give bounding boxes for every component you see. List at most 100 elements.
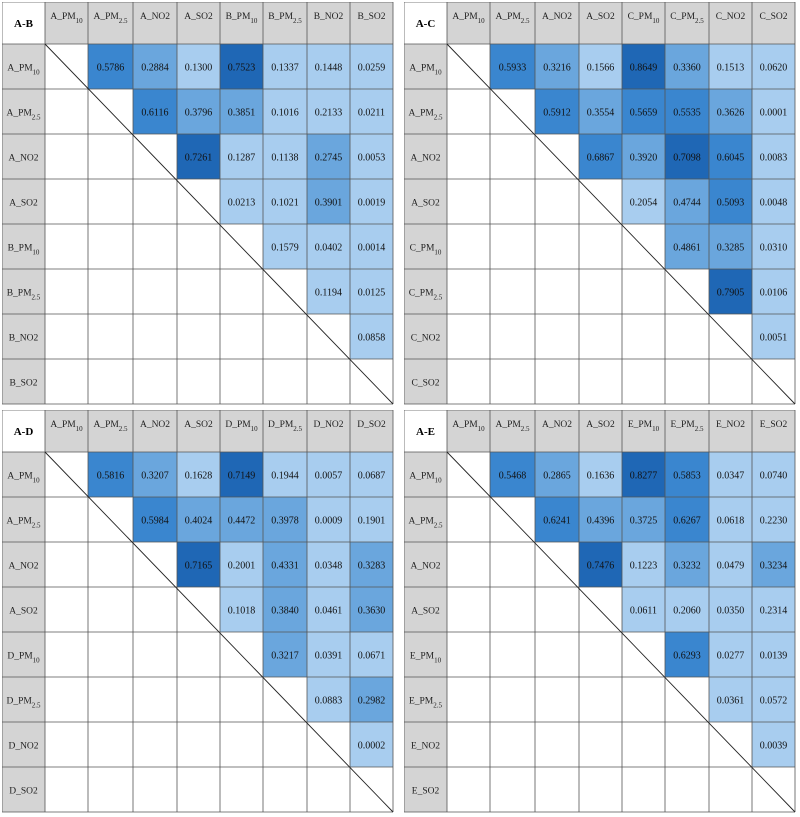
cell-value-label: 0.1448 (315, 63, 343, 74)
cell-value-label: 0.7098 (673, 153, 701, 164)
row-header-cell (2, 134, 45, 179)
row-header-cell (404, 224, 447, 269)
header-cell (447, 2, 490, 44)
heatmap-cell (752, 452, 795, 497)
heatmap-cell (350, 677, 393, 722)
row-header-cell (2, 677, 45, 722)
heatmap-cell (307, 269, 350, 314)
row-header-cell (404, 767, 447, 812)
heatmap-cell (490, 452, 535, 497)
header-cell (665, 410, 709, 452)
cell-value-label: 0.3207 (141, 471, 169, 482)
cell-value-label: 0.0883 (315, 696, 343, 707)
cell-value-label: 0.3217 (271, 651, 299, 662)
row-header-cell (404, 542, 447, 587)
column-header-label: B_PM10 (226, 12, 258, 25)
cell-value-label: 0.5468 (499, 471, 527, 482)
heatmap-cell (263, 89, 307, 134)
header-cell (88, 410, 133, 452)
cell-value-label: 0.1016 (271, 108, 299, 119)
cell-value-label: 0.7165 (185, 561, 213, 572)
heatmap-cell (622, 452, 665, 497)
cell-value-label: 0.1194 (315, 288, 342, 299)
row-header-cell (404, 452, 447, 497)
heatmap-cell (350, 314, 393, 359)
row-header-cell (404, 587, 447, 632)
cell-value-label: 0.0618 (717, 516, 745, 527)
heatmap-cell (622, 542, 665, 587)
column-header-label: A_SO2 (586, 420, 615, 430)
row-header-label: A_SO2 (411, 607, 440, 617)
header-cell (263, 410, 307, 452)
heatmap-cell (177, 497, 220, 542)
row-header-cell (2, 44, 45, 89)
corner-cell (404, 410, 447, 452)
header-cell (752, 2, 795, 44)
cell-value-label: 0.0277 (717, 651, 745, 662)
cell-value-label: 0.2745 (315, 153, 343, 164)
heatmap-cell (665, 632, 709, 677)
heatmap-cell (579, 452, 622, 497)
diagonal-line (44, 43, 394, 405)
cell-value-label: 0.0687 (358, 471, 386, 482)
heatmap-cell (350, 89, 393, 134)
heatmap-cell (752, 722, 795, 767)
column-header-label: A_PM10 (50, 12, 83, 25)
column-header-label: A_PM10 (452, 12, 485, 25)
heatmap-cell (263, 452, 307, 497)
row-header-cell (2, 179, 45, 224)
cell-value-label: 0.6867 (587, 153, 615, 164)
heatmap-cell (709, 497, 752, 542)
heatmap-panel-a-e: A-E A_PM10 A_PM2.5 A_NO2 A_SO2 E_PM10 E_PM2.5 E… (404, 410, 798, 814)
row-header-label: E_SO2 (412, 787, 440, 797)
cell-value-label: 0.8277 (630, 471, 658, 482)
heatmap-cell (752, 632, 795, 677)
cell-value-label: 0.3626 (717, 108, 745, 119)
heatmap-cell (220, 497, 263, 542)
header-cell (220, 410, 263, 452)
cell-value-label: 0.3978 (271, 516, 299, 527)
heatmap-cell (709, 224, 752, 269)
heatmap-cell (350, 587, 393, 632)
heatmap-cell (220, 134, 263, 179)
cell-value-label: 0.0479 (717, 561, 745, 572)
row-header-cell (404, 89, 447, 134)
cell-value-label: 0.3216 (543, 63, 571, 74)
cell-value-label: 0.0057 (315, 471, 343, 482)
heatmap-cell (177, 89, 220, 134)
cell-value-label: 0.2314 (760, 606, 788, 617)
heatmap-cell (622, 587, 665, 632)
cell-value-label: 0.0310 (760, 243, 788, 254)
heatmap-cell (579, 134, 622, 179)
row-header-label: A_PM10 (7, 472, 40, 485)
header-cell (665, 2, 709, 44)
heatmap-cell (535, 89, 579, 134)
heatmap-panel-a-d: A-D A_PM10 A_PM2.5 A_NO2 A_SO2 D_PM10 D_PM2.5 D… (2, 410, 396, 814)
cell-value-label: 0.0139 (760, 651, 788, 662)
cell-value-label: 0.8649 (630, 63, 658, 74)
column-header-label: E_NO2 (716, 420, 745, 430)
cell-value-label: 0.3285 (717, 243, 745, 254)
row-header-cell (404, 134, 447, 179)
cell-value-label: 0.0106 (760, 288, 788, 299)
cell-value-label: 0.2001 (228, 561, 256, 572)
column-header-label: D_PM10 (225, 420, 258, 433)
cell-value-label: 0.3796 (185, 108, 213, 119)
cell-value-label: 0.3851 (228, 108, 256, 119)
diagonal-line (446, 43, 796, 405)
cell-value-label: 0.0009 (315, 516, 343, 527)
cell-value-label: 0.0671 (358, 651, 386, 662)
row-header-label: C_SO2 (412, 379, 440, 389)
row-header-cell (2, 224, 45, 269)
cell-value-label: 0.5984 (141, 516, 169, 527)
heatmap-cell (535, 452, 579, 497)
heatmap-cell (177, 44, 220, 89)
heatmap-cell (133, 44, 177, 89)
row-header-label: A_NO2 (8, 154, 38, 164)
row-header-cell (2, 632, 45, 677)
row-header-label: A_NO2 (410, 154, 440, 164)
cell-value-label: 0.0053 (358, 153, 386, 164)
heatmap-cell (535, 497, 579, 542)
corner-cell (404, 2, 447, 44)
row-header-cell (404, 269, 447, 314)
